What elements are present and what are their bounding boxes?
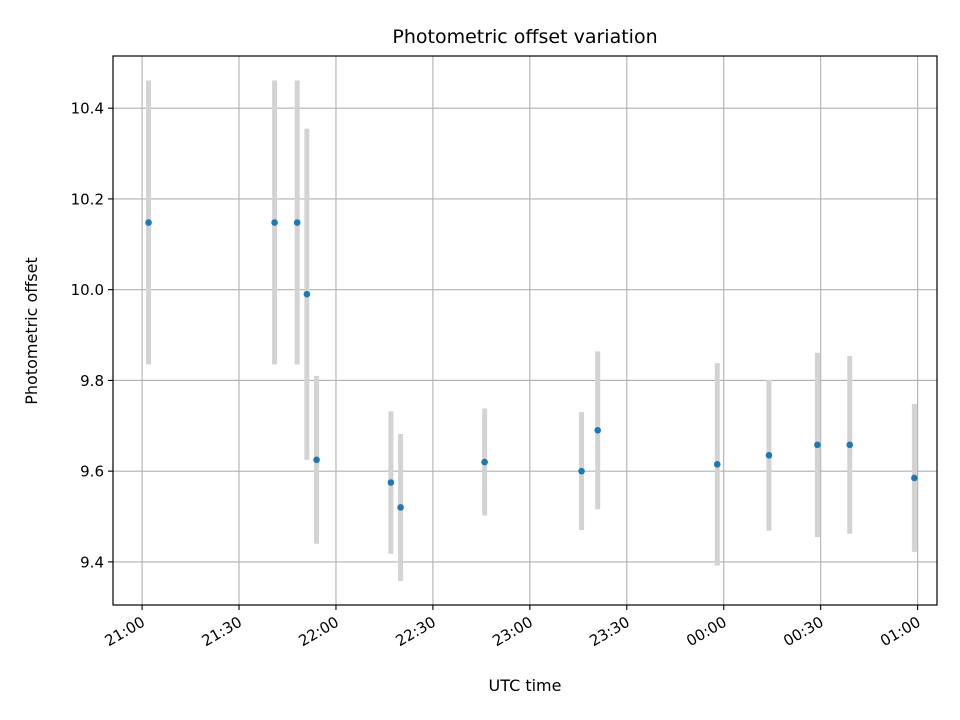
data-point — [313, 456, 320, 464]
data-point — [765, 451, 773, 459]
data-point — [387, 479, 395, 486]
data-points — [145, 219, 918, 511]
data-point — [578, 467, 585, 475]
data-point — [846, 441, 854, 449]
data-point — [481, 458, 488, 466]
y-axis-label: Photometric offset — [22, 257, 41, 405]
data-point — [814, 441, 821, 449]
grid — [113, 56, 937, 605]
data-point — [293, 219, 301, 226]
data-point — [303, 290, 311, 298]
data-point — [145, 219, 152, 226]
y-axis-ticks: 9.4 9.6 9.8 10.0 10.2 10.4 — [71, 100, 113, 571]
y-tick-label: 9.6 — [80, 463, 104, 481]
data-point — [594, 427, 602, 434]
plot-area-background — [113, 56, 937, 605]
data-point — [911, 474, 918, 482]
y-tick-label: 10.2 — [71, 190, 104, 208]
data-point — [397, 504, 404, 511]
y-tick-label: 10.0 — [71, 281, 104, 299]
y-tick-label: 10.4 — [71, 100, 104, 118]
x-axis-label: UTC time — [489, 676, 562, 695]
y-tick-label: 9.4 — [80, 553, 104, 571]
chart-title: Photometric offset variation — [392, 26, 657, 48]
data-point — [713, 461, 721, 468]
data-point — [271, 219, 278, 226]
plot-frame — [112, 55, 938, 606]
y-tick-label: 9.8 — [80, 372, 104, 390]
